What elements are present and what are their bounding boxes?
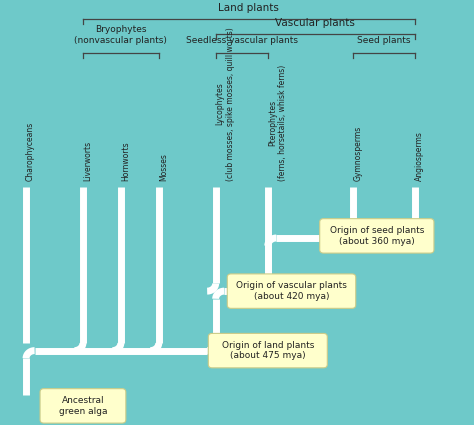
Text: Origin of land plants
(about 475 mya): Origin of land plants (about 475 mya)	[222, 341, 314, 360]
Text: Lycophytes
(club mosses, spike mosses, quill worts): Lycophytes (club mosses, spike mosses, q…	[216, 27, 235, 181]
Text: Vascular plants: Vascular plants	[275, 17, 355, 28]
Text: Ancestral
green alga: Ancestral green alga	[59, 396, 107, 416]
Text: Seed plants: Seed plants	[357, 36, 410, 45]
FancyBboxPatch shape	[208, 333, 327, 368]
Text: Liverworts: Liverworts	[83, 141, 92, 181]
Text: Bryophytes
(nonvascular plants): Bryophytes (nonvascular plants)	[74, 25, 167, 45]
FancyBboxPatch shape	[319, 218, 434, 253]
Text: Seedless vascular plants: Seedless vascular plants	[186, 36, 298, 45]
Text: Charophyceans: Charophyceans	[26, 122, 35, 181]
FancyBboxPatch shape	[227, 274, 356, 309]
Text: Mosses: Mosses	[159, 153, 168, 181]
Text: Origin of seed plants
(about 360 mya): Origin of seed plants (about 360 mya)	[329, 226, 424, 246]
Text: Pterophytes
(ferns, horsetails, whisk ferns): Pterophytes (ferns, horsetails, whisk fe…	[268, 64, 287, 181]
FancyBboxPatch shape	[40, 388, 126, 423]
Text: Land plants: Land plants	[219, 3, 279, 13]
Text: Origin of vascular plants
(about 420 mya): Origin of vascular plants (about 420 mya…	[236, 281, 347, 301]
Text: Gymnosperms: Gymnosperms	[353, 125, 362, 181]
Text: Angiosperms: Angiosperms	[415, 131, 424, 181]
Text: Hornworts: Hornworts	[121, 141, 130, 181]
